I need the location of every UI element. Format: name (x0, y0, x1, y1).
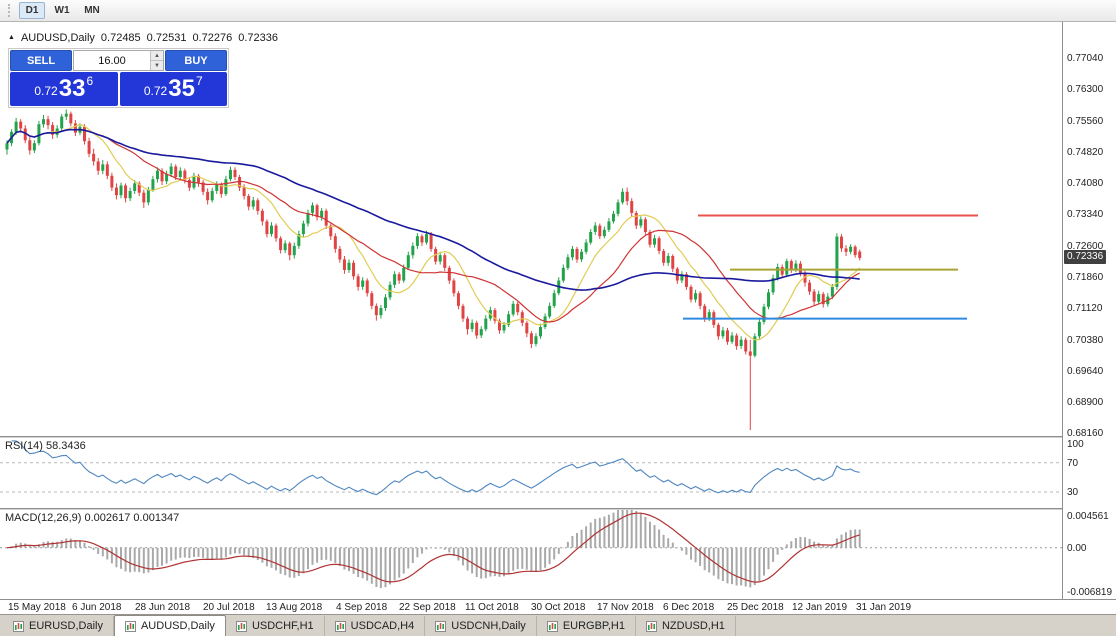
price-axis-label: 0.73340 (1067, 209, 1104, 220)
price-axis-label: 0.71860 (1067, 272, 1104, 283)
buy-price-prefix: 0.72 (143, 84, 168, 98)
chart-tab-icon (334, 620, 346, 632)
chart-tab-icon (13, 620, 24, 632)
price-axis-label: 0.68900 (1067, 397, 1104, 408)
buy-price-pipette: 7 (195, 74, 203, 88)
tab-nzdusd-h1[interactable]: NZDUSD,H1 (635, 616, 736, 636)
chart-tab-bar: EURUSD,Daily AUDUSD,Daily USDCHF,H1 USDC… (0, 614, 1116, 636)
time-axis[interactable]: 15 May 2018 6 Jun 2018 28 Jun 2018 20 Jul 2… (0, 599, 1116, 614)
date-label: 30 Oct 2018 (531, 602, 586, 613)
price-axis-label: 0.71120 (1067, 303, 1103, 314)
price-axis-label: 0.75560 (1067, 116, 1104, 127)
date-label: 28 Jun 2018 (135, 602, 191, 613)
macd-axis-label: 0.004561 (1067, 511, 1109, 522)
symbol-label: AUDUSD,Daily (20, 32, 95, 44)
buy-price-display[interactable]: 0.72 35 7 (119, 72, 227, 106)
price-axis-label: 0.69640 (1067, 366, 1104, 377)
rsi-axis-label: 30 (1067, 487, 1079, 498)
chart-area: ▲ AUDUSD,Daily 0.72485 0.72531 0.72276 0… (0, 22, 1116, 614)
tab-audusd-daily[interactable]: AUDUSD,Daily (113, 615, 226, 636)
buy-button[interactable]: BUY (165, 50, 227, 71)
macd-axis-label: -0.006819 (1067, 587, 1113, 598)
tab-usdcnh-daily[interactable]: USDCNH,Daily (425, 616, 537, 636)
macd-axis-label: 0.00 (1067, 543, 1087, 554)
price-axis-label: 0.68160 (1067, 428, 1104, 439)
tab-label: AUDUSD,Daily (140, 620, 215, 632)
current-price-tag: 0.72336 (1064, 250, 1107, 264)
timeframe-mn-button[interactable]: MN (79, 2, 105, 19)
ohlc-low: 0.72276 (192, 32, 233, 44)
tab-label: USDCNH,Daily (451, 620, 526, 632)
chart-tab-icon (645, 620, 657, 632)
sell-price-pipette: 6 (86, 74, 94, 88)
price-axis[interactable]: 0.77040 0.76300 0.75560 0.74820 0.74080 0.733… (1062, 22, 1116, 599)
volume-up-icon[interactable]: ▲ (151, 51, 163, 60)
macd-indicator-chart[interactable] (0, 510, 1062, 599)
one-click-trading-panel: SELL 16.00 ▲ ▼ BUY 0.72 33 6 0.72 (8, 48, 229, 108)
panel-divider[interactable] (0, 508, 1116, 510)
volume-spinner[interactable]: 16.00 ▲ ▼ (73, 50, 164, 71)
tab-label: USDCAD,H4 (350, 620, 415, 632)
rsi-axis-label: 100 (1067, 439, 1084, 450)
date-label: 11 Oct 2018 (465, 602, 519, 613)
sell-price-display[interactable]: 0.72 33 6 (10, 72, 118, 106)
chart-tab-icon (124, 620, 136, 632)
buy-price-big: 35 (168, 75, 195, 102)
price-axis-label: 0.72600 (1067, 241, 1104, 252)
date-label: 12 Jan 2019 (792, 602, 848, 613)
date-label: 15 May 2018 (8, 602, 66, 613)
tab-usdcad-h4[interactable]: USDCAD,H4 (324, 616, 426, 636)
date-label: 20 Jul 2018 (203, 602, 255, 613)
one-click-collapse-icon[interactable]: ▲ (8, 34, 15, 41)
date-label: 22 Sep 2018 (399, 602, 456, 613)
ohlc-high: 0.72531 (146, 32, 187, 44)
date-label: 17 Nov 2018 (597, 602, 654, 613)
sell-price-big: 33 (58, 75, 86, 102)
sell-price-prefix: 0.72 (34, 84, 58, 98)
rsi-label: RSI(14) 58.3436 (5, 440, 86, 452)
tab-label: EURGBP,H1 (562, 620, 625, 632)
sell-button[interactable]: SELL (10, 50, 72, 71)
price-axis-label: 0.77040 (1067, 53, 1104, 64)
date-label: 31 Jan 2019 (856, 602, 912, 613)
timeframe-w1-button[interactable]: W1 (49, 2, 75, 19)
date-label: 25 Dec 2018 (727, 602, 784, 613)
date-label: 4 Sep 2018 (336, 602, 388, 613)
price-axis-label: 0.76300 (1067, 84, 1104, 95)
chart-tab-icon (546, 620, 558, 632)
price-axis-label: 0.74080 (1067, 178, 1104, 189)
volume-down-icon[interactable]: ▼ (151, 60, 163, 70)
date-label: 6 Jun 2018 (72, 602, 122, 613)
panel-divider[interactable] (0, 436, 1116, 438)
ohlc-open: 0.72485 (100, 32, 141, 44)
tab-label: NZDUSD,H1 (661, 620, 725, 632)
price-axis-label: 0.74820 (1067, 147, 1104, 158)
tab-usdchf-h1[interactable]: USDCHF,H1 (225, 616, 325, 636)
candlestick-chart[interactable] (0, 22, 1062, 436)
tab-eurgbp-h1[interactable]: EURGBP,H1 (536, 616, 636, 636)
rsi-axis-label: 70 (1067, 458, 1079, 469)
date-label: 13 Aug 2018 (266, 602, 323, 613)
timeframe-toolbar: D1 W1 MN (0, 0, 1116, 22)
chart-ohlc-readout: ▲ AUDUSD,Daily 0.72485 0.72531 0.72276 0… (8, 32, 278, 44)
toolbar-grip-icon[interactable] (8, 4, 12, 17)
timeframe-d1-button[interactable]: D1 (19, 2, 45, 19)
volume-value[interactable]: 16.00 (98, 54, 126, 67)
chart-tab-icon (435, 620, 447, 632)
ohlc-close: 0.72336 (238, 32, 278, 44)
tab-label: EURUSD,Daily (29, 620, 103, 632)
price-axis-label: 0.70380 (1067, 335, 1104, 346)
date-label: 6 Dec 2018 (663, 602, 715, 613)
chart-tab-icon (235, 620, 247, 632)
rsi-indicator-chart[interactable] (0, 438, 1062, 508)
tab-eurusd-daily[interactable]: EURUSD,Daily (3, 616, 114, 636)
tab-label: USDCHF,H1 (251, 620, 314, 632)
macd-label: MACD(12,26,9) 0.002617 0.001347 (5, 512, 180, 524)
